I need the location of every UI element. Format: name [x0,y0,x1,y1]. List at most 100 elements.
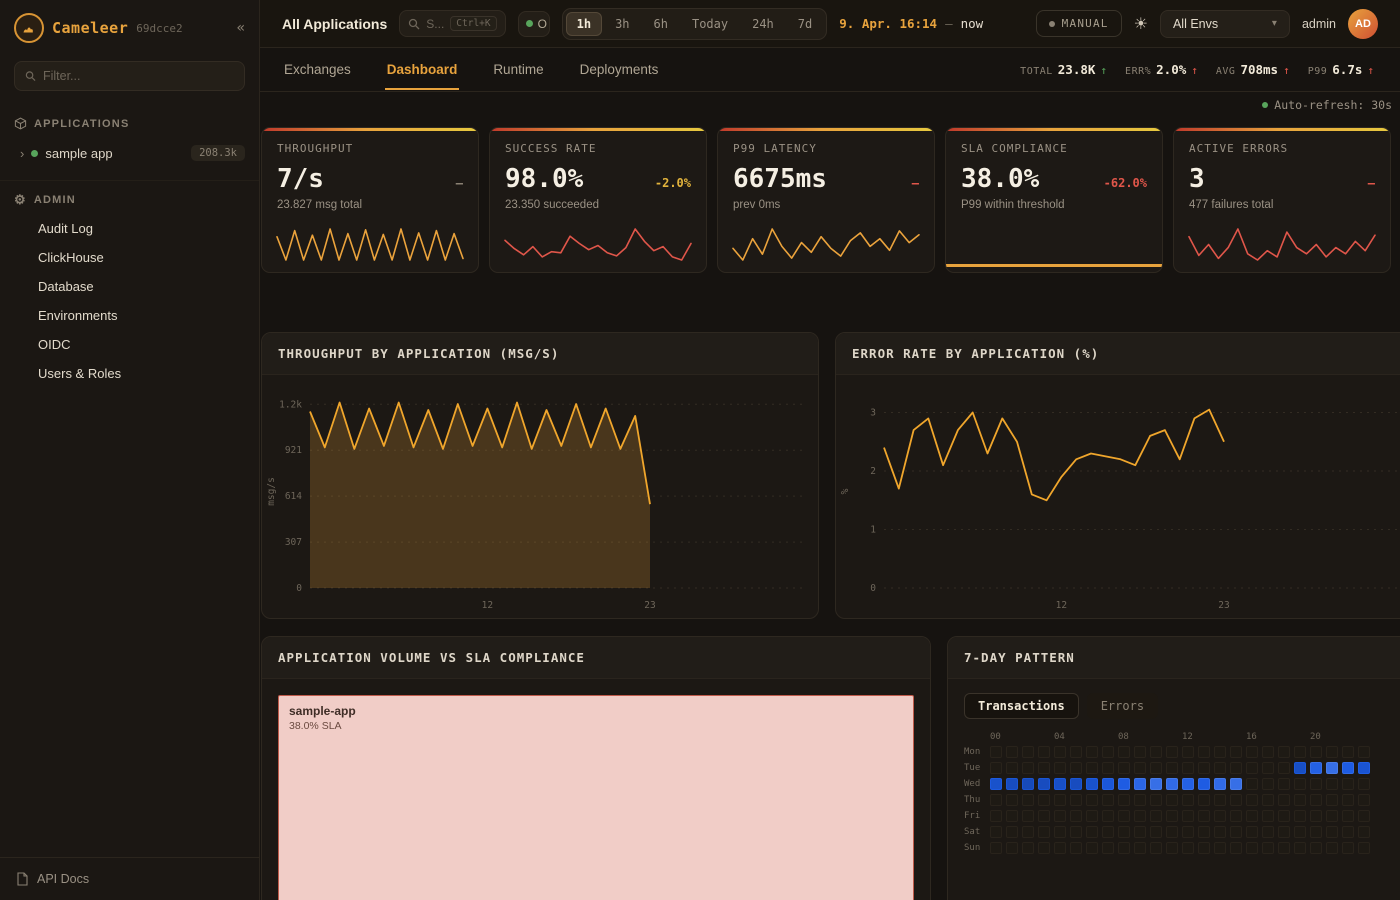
kpi-card-throughput: THROUGHPUT 7/s – 23.827 msg total [261,127,479,273]
global-search[interactable]: S... Ctrl+K [399,10,506,37]
kpi-card-sla-compliance: SLA COMPLIANCE 38.0% -62.0% P99 within t… [945,127,1163,273]
date-range-picker[interactable]: 9. Apr. 16:14 – now [839,16,983,31]
tab-exchanges[interactable]: Exchanges [282,50,353,90]
env-select[interactable]: All Envs ▾ [1159,9,1290,38]
dashboard-content: THROUGHPUT 7/s – 23.827 msg total SUCCES… [260,118,1400,900]
charts-row: THROUGHPUT BY APPLICATION (MSG/S) 1.2k 92… [261,332,1400,619]
search-icon [25,71,36,81]
live-dot [525,20,533,27]
heatmap-cell [1070,842,1082,854]
sidebar-item-oidc[interactable]: OIDC [38,337,71,352]
heatmap-cell [990,842,1002,854]
heatmap-cell [1086,778,1098,790]
heatmap-cell [1230,810,1242,822]
heatmap-cell [1262,842,1274,854]
chevron-right-icon: › [20,145,25,161]
time-range-today[interactable]: Today [681,12,739,36]
heatmap-cell [1310,794,1322,806]
heatmap-cell [1294,778,1306,790]
heatmap-cell [1134,762,1146,774]
heatmap-cell [1246,810,1258,822]
treemap-app-name: sample-app [289,704,356,718]
tab-deployments[interactable]: Deployments [578,50,661,90]
page-title: All Applications [282,15,388,32]
heatmap-cell [1246,842,1258,854]
heatmap-cell [1342,762,1354,774]
error-rate-line-chart: 3 2 1 0 12 23% [836,375,1400,618]
svg-text:23: 23 [1218,600,1229,611]
theme-toggle-button[interactable]: ☀ [1134,14,1148,34]
heatmap-cell [1022,778,1034,790]
sidebar-filter-input[interactable] [42,69,234,83]
time-range-3h[interactable]: 3h [604,12,640,36]
panel-title: APPLICATION VOLUME VS SLA COMPLIANCE [262,637,930,679]
heatmap-cell [990,746,1002,758]
kpi-delta: – [911,176,919,190]
heatmap-cell [1150,762,1162,774]
heatmap-cell [1214,794,1226,806]
time-range-24h[interactable]: 24h [741,12,785,36]
panel-volume-vs-sla: APPLICATION VOLUME VS SLA COMPLIANCE sam… [261,636,931,900]
heatmap-tab-errors[interactable]: Errors [1086,693,1159,719]
applications-icon [14,117,27,130]
sidebar-item-sample-app[interactable]: › sample app 208.3k [0,138,259,168]
stat-label: P99 [1307,66,1328,77]
heatmap-cell [1086,794,1098,806]
time-range-6h[interactable]: 6h [643,12,679,36]
heatmap-cell [1054,762,1066,774]
kpi-label: ACTIVE ERRORS [1189,142,1289,155]
heatmap-cell [1134,842,1146,854]
manual-refresh-button[interactable]: MANUAL [1035,10,1122,37]
kpi-delta: -62.0% [1103,176,1147,190]
throughput-area-chart: 1.2k 921 614 307 0 12 23 msg/s [262,375,818,618]
svg-text:12: 12 [482,600,493,611]
svg-text:23: 23 [644,600,655,611]
live-toggle[interactable]: O [517,10,550,37]
heatmap-cell [1150,810,1162,822]
heatmap-cell [1022,810,1034,822]
heatmap-tab-transactions[interactable]: Transactions [964,693,1079,719]
trend-up-icon: ↑ [1100,64,1108,77]
sidebar-item-environments[interactable]: Environments [38,308,118,323]
sidebar-item-users-roles[interactable]: Users & Roles [38,366,122,381]
heatmap-cell [1118,810,1130,822]
heatmap-cell [1102,826,1114,838]
kpi-value: 38.0% [961,164,1040,194]
heatmap-cell [1342,826,1354,838]
sidebar-item-database[interactable]: Database [38,279,94,294]
build-version: 69dcce2 [136,21,183,35]
sidebar-collapse-button[interactable]: « [236,20,245,36]
treemap-tile-sample-app[interactable]: sample-app 38.0% SLA [278,695,914,900]
date-from: 9. Apr. 16:14 [839,16,938,31]
heatmap-cell [1166,842,1178,854]
tab-dashboard[interactable]: Dashboard [384,50,460,90]
kpi-card-active-errors: ACTIVE ERRORS 3 – 477 failures total [1173,127,1391,273]
heatmap-cell [1070,826,1082,838]
time-range-1h[interactable]: 1h [565,11,603,36]
svg-text:12: 12 [1056,600,1067,611]
heatmap-cell [1150,826,1162,838]
kpi-label: SLA COMPLIANCE [961,142,1068,155]
sidebar-item-audit-log[interactable]: Audit Log [38,221,93,236]
heatmap-cell [1278,842,1290,854]
heatmap-cell [1166,746,1178,758]
heatmap-cell [1134,746,1146,758]
heatmap-cell [1358,826,1370,838]
kpi-subtext: P99 within threshold [961,199,1065,211]
kpi-delta: – [455,176,463,190]
heatmap-cell [1326,794,1338,806]
sidebar-filter [14,61,245,91]
sidebar-item-clickhouse[interactable]: ClickHouse [38,250,104,265]
avatar[interactable]: AD [1348,8,1378,39]
heatmap-cell [1182,762,1194,774]
heatmap-cell [1006,762,1018,774]
stat-err: ERR% 2.0% ↑ [1125,62,1198,77]
kpi-subtext: 23.350 succeeded [505,199,599,211]
manual-label: MANUAL [1061,17,1109,30]
heatmap-cell [1198,762,1210,774]
time-range-7d[interactable]: 7d [787,12,823,36]
api-docs-link[interactable]: API Docs [37,872,90,886]
heatmap-cell [1006,778,1018,790]
tab-runtime[interactable]: Runtime [491,50,545,90]
sun-icon: ☀ [1133,15,1148,33]
